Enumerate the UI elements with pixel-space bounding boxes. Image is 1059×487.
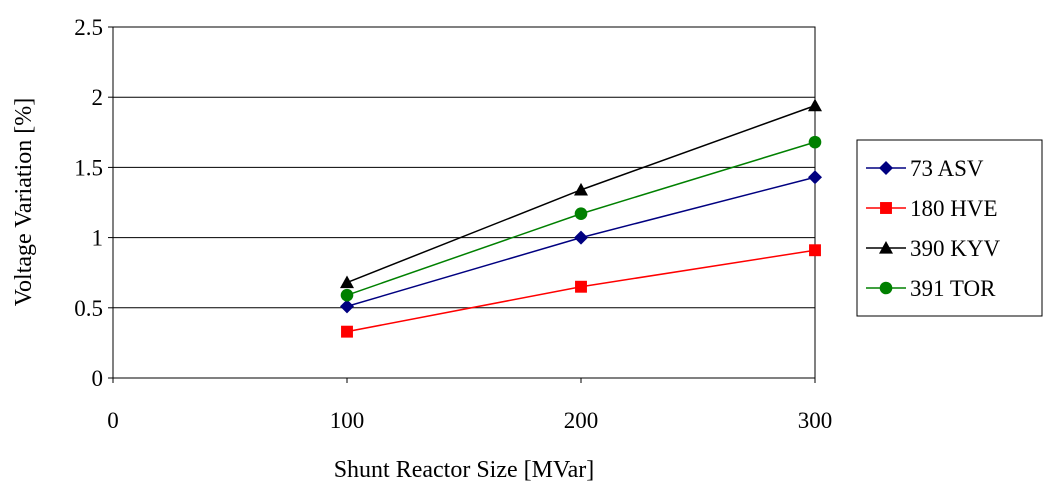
x-tick-label: 200: [564, 408, 599, 433]
y-axis-tick-labels: 0 0.5 1 1.5 2 2.5: [74, 15, 113, 391]
x-tick-label: 300: [798, 408, 833, 433]
data-point-circle: [340, 288, 354, 302]
x-tick-label: 100: [330, 408, 365, 433]
legend: 73 ASV 180 HVE 390 KYV 391 TOR: [856, 139, 1043, 317]
data-point-square: [880, 202, 892, 214]
data-point-diamond: [808, 170, 822, 185]
data-point-circle: [574, 207, 588, 221]
y-tick-label: 2: [92, 85, 104, 110]
data-point-triangle: [340, 275, 354, 289]
y-tick-label: 1.5: [74, 155, 103, 180]
data-point-diamond: [879, 161, 893, 175]
legend-label: 180 HVE: [910, 196, 998, 221]
y-tick-label: 0: [92, 366, 104, 391]
data-point-diamond: [574, 230, 588, 245]
data-point-triangle: [574, 182, 588, 196]
series-markers: [340, 98, 822, 338]
data-point-square: [575, 280, 587, 293]
legend-item: 180 HVE: [866, 196, 998, 221]
plot-area-frame: [112, 26, 816, 379]
data-point-square: [341, 325, 353, 338]
legend-label: 391 TOR: [910, 276, 996, 301]
y-axis-title: Voltage Variation [%]: [11, 98, 37, 306]
y-tick-label: 1: [92, 226, 104, 251]
legend-item: 390 KYV: [866, 236, 1000, 261]
legend-item: 73 ASV: [866, 156, 984, 181]
legend-label: 73 ASV: [910, 156, 984, 181]
data-point-circle: [879, 281, 893, 295]
data-point-circle: [808, 135, 822, 149]
data-point-triangle: [808, 98, 822, 112]
legend-label: 390 KYV: [910, 236, 1000, 261]
y-tick-label: 0.5: [74, 296, 103, 321]
data-point-triangle: [879, 241, 893, 254]
legend-item: 391 TOR: [866, 276, 996, 301]
x-axis-title: Shunt Reactor Size [MVar]: [334, 457, 595, 483]
data-point-diamond: [340, 299, 354, 314]
x-tick-label: 0: [107, 408, 119, 433]
data-point-square: [809, 244, 821, 257]
y-tick-label: 2.5: [74, 15, 103, 40]
x-axis-tick-labels: 0 100 200 300: [107, 378, 832, 433]
grid-lines: [113, 26, 815, 309]
